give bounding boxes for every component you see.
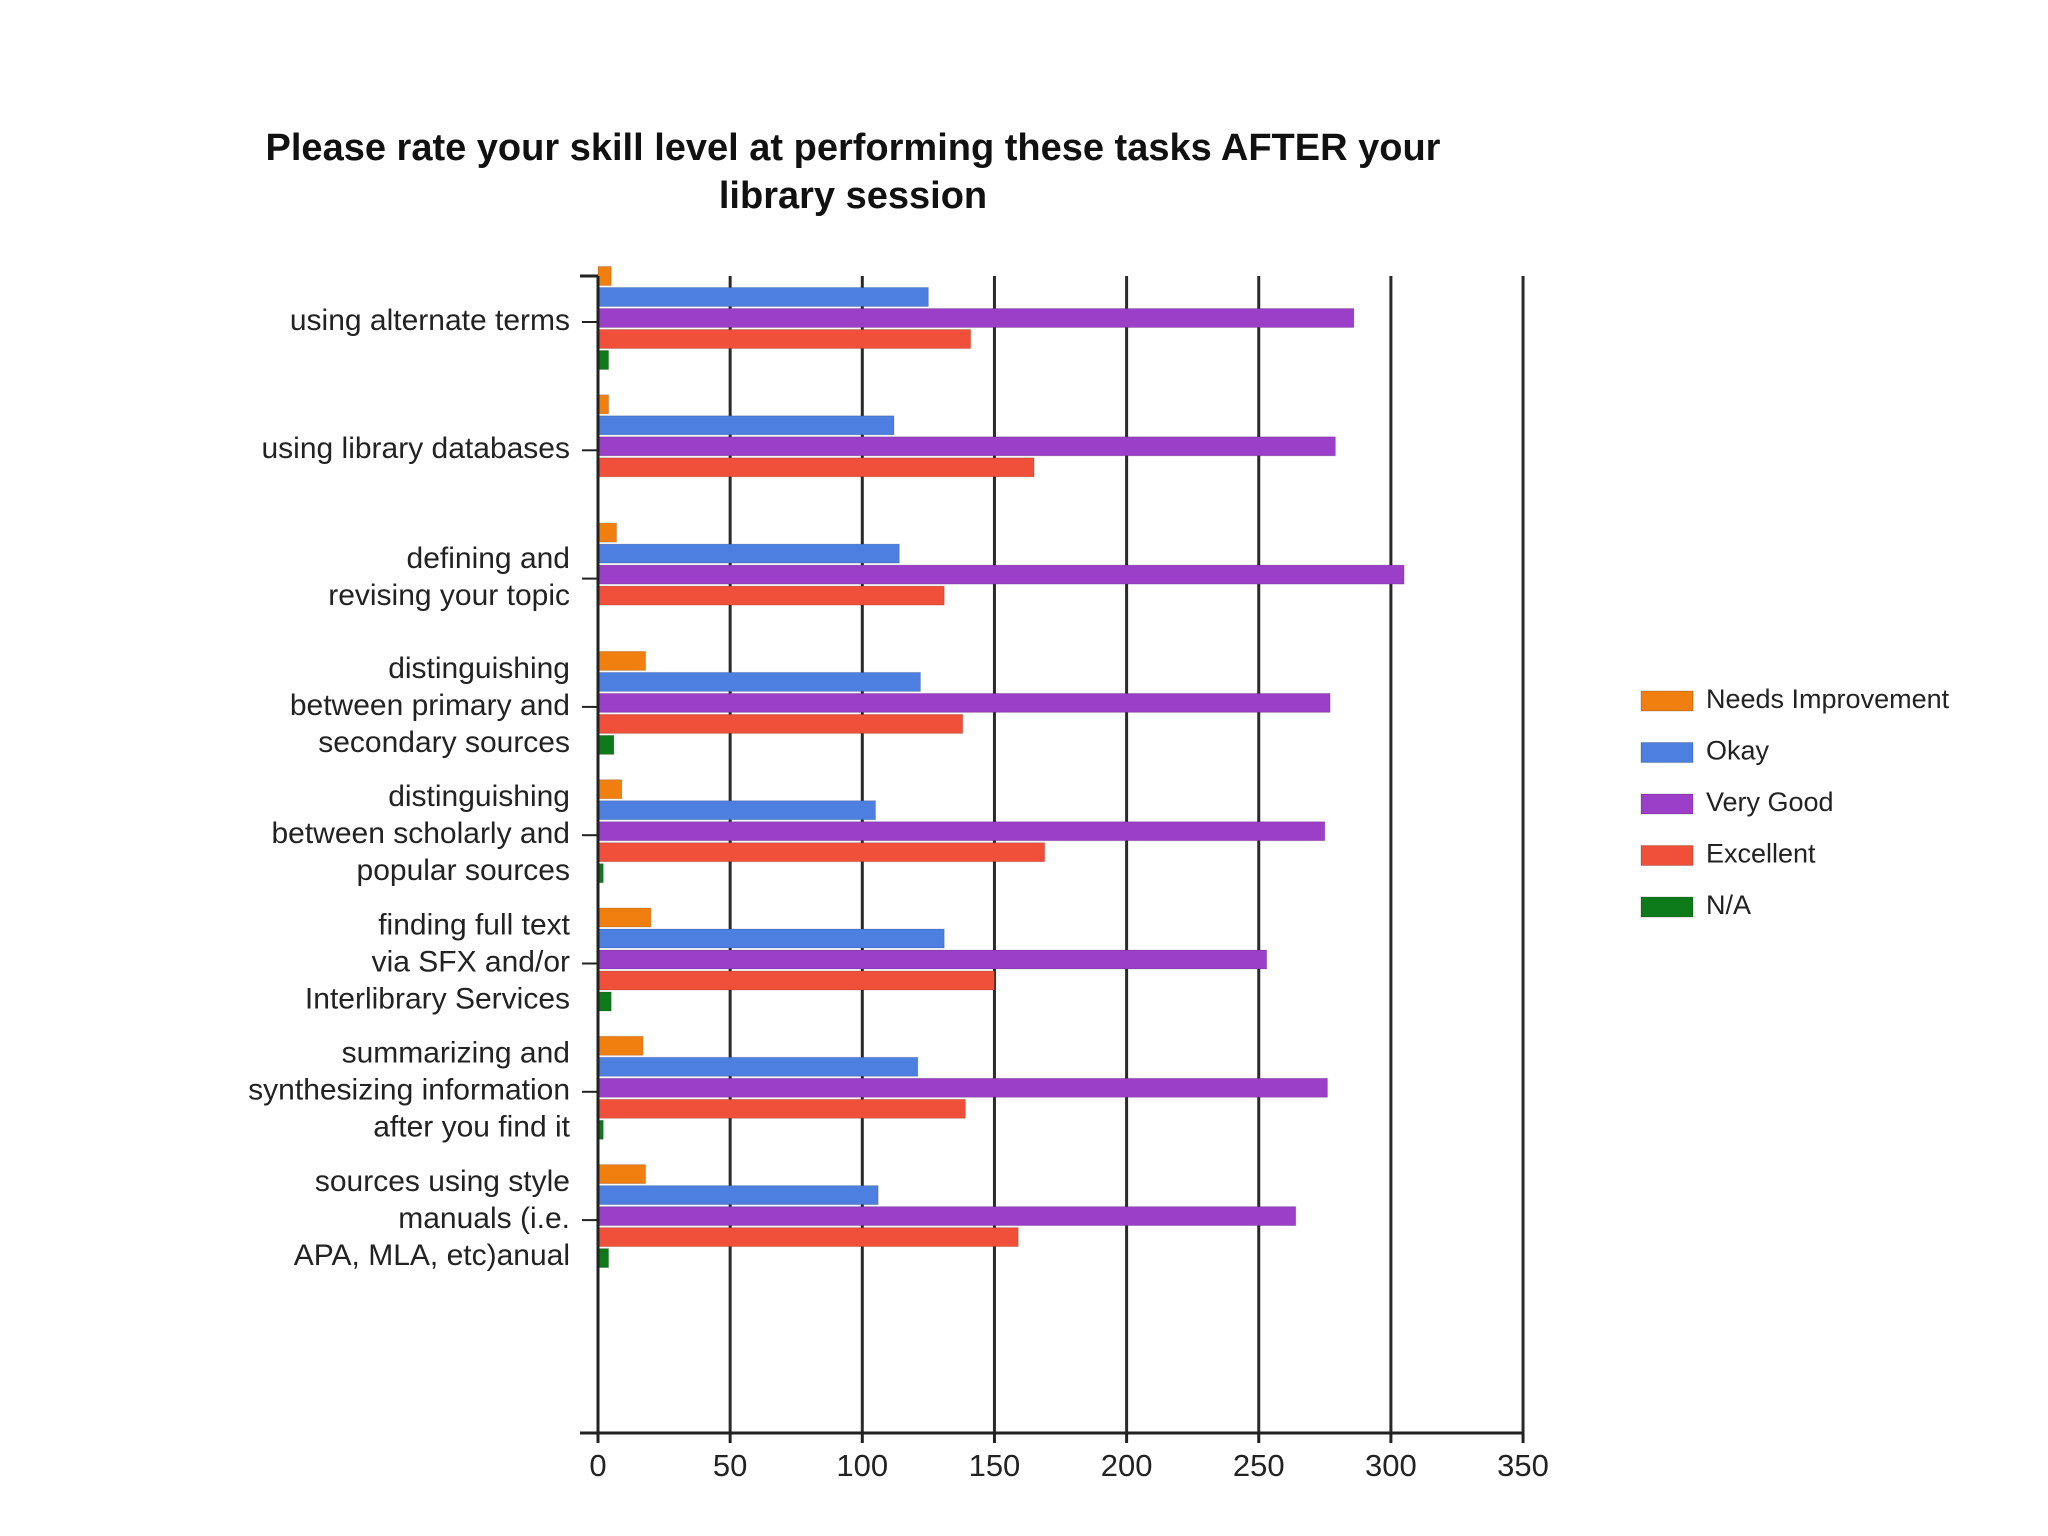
bar-very-good (597, 436, 1336, 457)
bar-very-good (597, 1206, 1297, 1227)
category-label: finding full text (378, 908, 570, 941)
bar-very-good (597, 949, 1268, 970)
bar-needs-improvement (597, 779, 623, 800)
bar-excellent (597, 970, 995, 991)
bar-excellent (597, 1098, 966, 1119)
legend-label: Excellent (1706, 839, 1816, 869)
bar-excellent (597, 329, 972, 349)
bar-very-good (597, 308, 1355, 328)
category-label: secondary sources (318, 726, 570, 759)
bar-okay (597, 928, 945, 949)
bar-very-good (597, 1077, 1328, 1098)
x-tick-label: 300 (1365, 1448, 1417, 1483)
bar-very-good (597, 564, 1405, 585)
bar-okay (597, 800, 877, 821)
bar-excellent (597, 842, 1046, 863)
bar-needs-improvement (597, 1035, 644, 1056)
x-tick-labels: 0 50 100 150 200 250 300 350 (589, 1448, 1549, 1483)
x-tick-label: 250 (1233, 1448, 1285, 1483)
category-label: summarizing and (342, 1037, 570, 1070)
legend-swatch (1640, 742, 1694, 763)
legend: Needs Improvement Okay Very Good Excellent N… (1640, 684, 1950, 920)
bar-excellent (597, 713, 964, 734)
x-tick-label: 50 (713, 1448, 747, 1483)
bar-okay (597, 543, 900, 564)
category-label: after you find it (373, 1111, 570, 1144)
bar-needs-improvement (597, 266, 612, 286)
x-tick-label: 0 (589, 1448, 606, 1483)
bar-excellent (597, 457, 1035, 478)
bar-needs-improvement (597, 650, 647, 671)
chart-title-line: Please rate your skill level at performi… (266, 127, 1441, 169)
bar-n-a (597, 734, 615, 755)
category-label: defining and (407, 542, 570, 575)
category-label: popular sources (357, 854, 570, 887)
bar-okay (597, 1185, 879, 1206)
legend-label: Needs Improvement (1706, 684, 1950, 714)
x-tick-label: 150 (969, 1448, 1021, 1483)
bar-very-good (597, 821, 1326, 842)
category-label: revising your topic (328, 579, 570, 612)
legend-swatch (1640, 690, 1694, 712)
category-labels: using alternate terms using library datab… (248, 304, 570, 1272)
chart-title-line: library session (719, 175, 987, 217)
bar-excellent (597, 1227, 1019, 1248)
bar-n-a (597, 991, 612, 1012)
category-label: sources using style (315, 1165, 570, 1198)
legend-swatch (1640, 845, 1694, 866)
bar-n-a (597, 350, 610, 370)
category-label: Interlibrary Services (305, 982, 570, 1015)
bar-very-good (597, 692, 1331, 713)
category-label: via SFX and/or (372, 945, 570, 978)
category-label: manuals (i.e. (398, 1202, 570, 1235)
legend-swatch (1640, 896, 1694, 918)
category-label: using alternate terms (290, 304, 570, 337)
bar-okay (597, 671, 921, 692)
x-tick-label: 350 (1497, 1448, 1549, 1483)
bar-needs-improvement (597, 1164, 647, 1185)
x-tick-label: 200 (1101, 1448, 1153, 1483)
legend-label: Okay (1706, 736, 1770, 766)
bar-okay (597, 1056, 919, 1077)
bar-n-a (597, 1248, 610, 1269)
bar-needs-improvement (597, 907, 652, 928)
category-label: between primary and (290, 689, 570, 722)
category-label: distinguishing (388, 780, 570, 813)
bar-excellent (597, 585, 945, 606)
bar-needs-improvement (597, 522, 618, 543)
category-label: distinguishing (388, 652, 570, 685)
legend-swatch (1640, 793, 1694, 815)
legend-label: N/A (1706, 890, 1751, 920)
bar-okay (597, 287, 929, 307)
chart-title: Please rate your skill level at performi… (266, 127, 1441, 217)
category-label: synthesizing information (248, 1074, 570, 1107)
category-label: using library databases (261, 432, 570, 465)
category-label: APA, MLA, etc)anual (294, 1239, 570, 1272)
category-label: between scholarly and (271, 817, 570, 850)
bar-needs-improvement (597, 394, 610, 415)
legend-label: Very Good (1706, 787, 1834, 817)
bar-okay (597, 415, 895, 436)
bars (597, 266, 1405, 1269)
x-tick-label: 100 (836, 1448, 888, 1483)
axes (580, 274, 1525, 1443)
